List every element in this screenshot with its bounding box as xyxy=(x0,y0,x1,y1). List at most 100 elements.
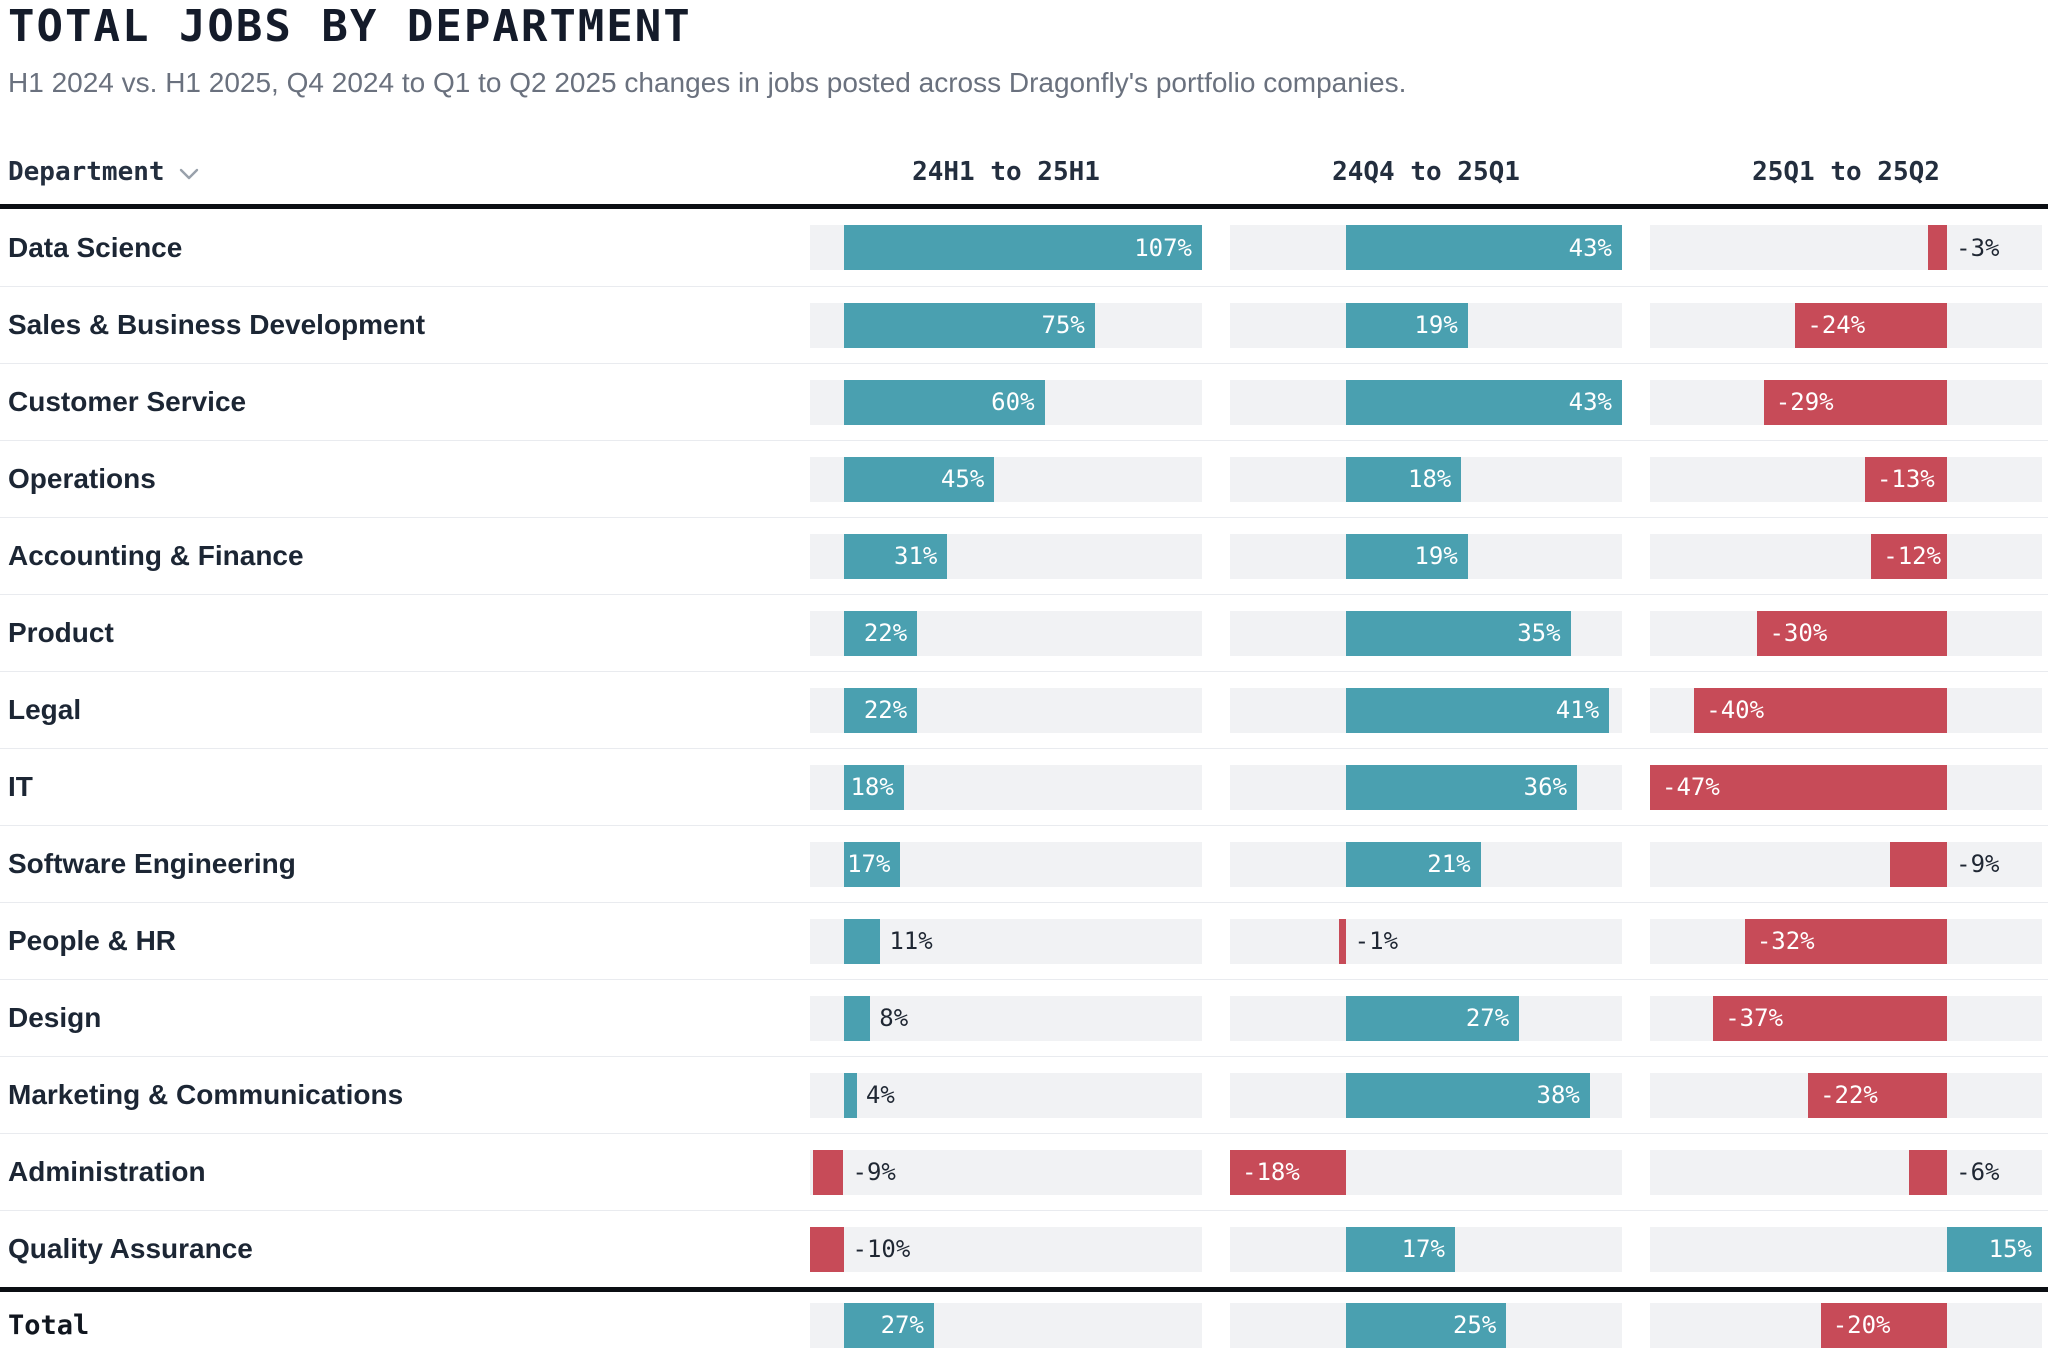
change-bar-negative xyxy=(1928,225,1948,270)
total-divider xyxy=(0,1287,2048,1292)
department-label: Operations xyxy=(8,463,156,494)
bar-cell: 15% xyxy=(1650,1226,2042,1272)
table-row: Accounting & Finance 31% 19% -12% xyxy=(0,517,2048,594)
department-label: Design xyxy=(8,1002,102,1033)
change-bar-negative xyxy=(1890,841,1948,887)
change-bar-positive xyxy=(1345,533,1468,579)
bar-cell: 43% xyxy=(1230,225,1622,270)
change-bar-positive xyxy=(843,225,1202,270)
column-header-25q1-to-25q2: 25Q1 to 25Q2 xyxy=(1752,157,1940,187)
bar-cell: 18% xyxy=(810,764,1202,810)
table-row: Design 8% 27% -37% xyxy=(0,979,2048,1056)
bar-value-label: -9% xyxy=(1956,850,2000,878)
change-bar-negative xyxy=(1871,533,1948,579)
change-bar-negative xyxy=(1808,1072,1948,1118)
bar-cell: 25% xyxy=(1230,1302,1622,1348)
change-bar-positive xyxy=(1345,225,1622,270)
department-label: Sales & Business Development xyxy=(8,309,426,340)
page-title: TOTAL JOBS BY DEPARTMENT xyxy=(8,1,692,52)
bar-value-label: -18% xyxy=(1242,1158,1300,1186)
department-column-header[interactable]: Department xyxy=(0,157,782,187)
bar-track xyxy=(810,1072,1202,1118)
change-bar-positive xyxy=(1345,379,1622,425)
bar-value-label: -32% xyxy=(1756,927,1815,955)
change-bar-negative xyxy=(1694,687,1948,733)
bar-value-label: 8% xyxy=(879,1004,909,1032)
bar-value-label: -1% xyxy=(1354,927,1399,955)
bar-cell: -30% xyxy=(1650,610,2042,656)
bar-value-label: -30% xyxy=(1769,619,1828,647)
bar-cell: -37% xyxy=(1650,995,2042,1041)
change-bar-positive xyxy=(843,1302,934,1348)
column-header-24h1-to-25h1: 24H1 to 25H1 xyxy=(912,157,1100,187)
bar-cell: 19% xyxy=(1230,533,1622,579)
bar-track xyxy=(1650,533,2042,579)
change-bar-negative xyxy=(1230,1149,1346,1195)
change-bar-negative xyxy=(1864,456,1948,502)
bar-cell: 22% xyxy=(810,610,1202,656)
bar-value-label: 107% xyxy=(1134,233,1192,262)
bar-cell: 11% xyxy=(810,918,1202,964)
change-bar-positive xyxy=(1345,1072,1590,1118)
table-row: Customer Service 60% 43% -29% xyxy=(0,363,2048,440)
bar-cell: -22% xyxy=(1650,1072,2042,1118)
bar-cell: -1% xyxy=(1230,918,1622,964)
bar-value-label: 15% xyxy=(1988,1235,2032,1263)
change-bar-negative xyxy=(1763,379,1948,425)
change-bar-positive xyxy=(843,918,881,964)
bar-value-label: 22% xyxy=(863,619,908,647)
change-bar-negative xyxy=(1650,764,1948,810)
bar-cell: 4% xyxy=(810,1072,1202,1118)
bar-cell: -3% xyxy=(1650,225,2042,270)
bar-value-label: 25% xyxy=(1452,1311,1497,1339)
table-footer: Total 27% 25% -20% xyxy=(0,1292,2048,1358)
change-bar-positive xyxy=(843,610,918,656)
column-header-24q4-to-25q1: 24Q4 to 25Q1 xyxy=(1332,157,1520,187)
total-label: Total xyxy=(8,1309,90,1341)
change-bar-positive xyxy=(843,764,904,810)
change-bar-negative xyxy=(1795,302,1948,348)
bar-value-label: -24% xyxy=(1807,311,1866,339)
change-bar-positive xyxy=(1345,456,1462,502)
change-bar-positive xyxy=(1947,1226,2042,1272)
chevron-down-icon xyxy=(179,168,198,179)
bar-cell: 8% xyxy=(810,995,1202,1041)
total-row: Total 27% 25% -20% xyxy=(0,1292,2048,1358)
table-row: Product 22% 35% -30% xyxy=(0,594,2048,671)
bar-value-label: -12% xyxy=(1883,542,1942,570)
department-label: Administration xyxy=(8,1156,206,1187)
department-label: Quality Assurance xyxy=(8,1233,253,1264)
bar-value-label: -37% xyxy=(1725,1004,1784,1032)
bar-value-label: -9% xyxy=(852,1158,896,1186)
change-bar-positive xyxy=(1345,1302,1507,1348)
bar-cell: 107% xyxy=(810,225,1202,270)
change-bar-positive xyxy=(843,1072,857,1118)
bar-value-label: -20% xyxy=(1832,1311,1891,1339)
change-bar-negative xyxy=(1339,918,1346,964)
table-row: Software Engineering 17% 21% -9% xyxy=(0,825,2048,902)
change-bar-positive xyxy=(1345,995,1520,1041)
bar-cell: -13% xyxy=(1650,456,2042,502)
bar-value-label: 35% xyxy=(1517,619,1561,647)
bar-track xyxy=(1650,225,2042,270)
table-row: Marketing & Communications 4% 38% -22% xyxy=(0,1056,2048,1133)
table-header-row: Department 24H1 to 25H1 24Q4 to 25Q1 25Q… xyxy=(0,152,2048,192)
table-row: IT 18% 36% -47% xyxy=(0,748,2048,825)
bar-cell: 31% xyxy=(810,533,1202,579)
change-bar-negative xyxy=(810,1226,844,1272)
department-header-label: Department xyxy=(8,157,165,187)
bar-value-label: 75% xyxy=(1041,311,1085,339)
change-bar-positive xyxy=(1345,764,1578,810)
bar-cell: 27% xyxy=(810,1302,1202,1348)
bar-cell: 21% xyxy=(1230,841,1622,887)
bar-cell: 38% xyxy=(1230,1072,1622,1118)
bar-cell: 17% xyxy=(810,841,1202,887)
change-bar-negative xyxy=(813,1149,844,1195)
bar-value-label: -3% xyxy=(1956,233,2000,262)
bar-value-label: 22% xyxy=(863,696,908,724)
change-bar-negative xyxy=(1713,995,1948,1041)
department-label: Data Science xyxy=(8,231,183,263)
bar-value-label: 17% xyxy=(1401,1235,1445,1263)
bar-cell: -18% xyxy=(1230,1149,1622,1195)
bar-value-label: -13% xyxy=(1876,465,1935,493)
